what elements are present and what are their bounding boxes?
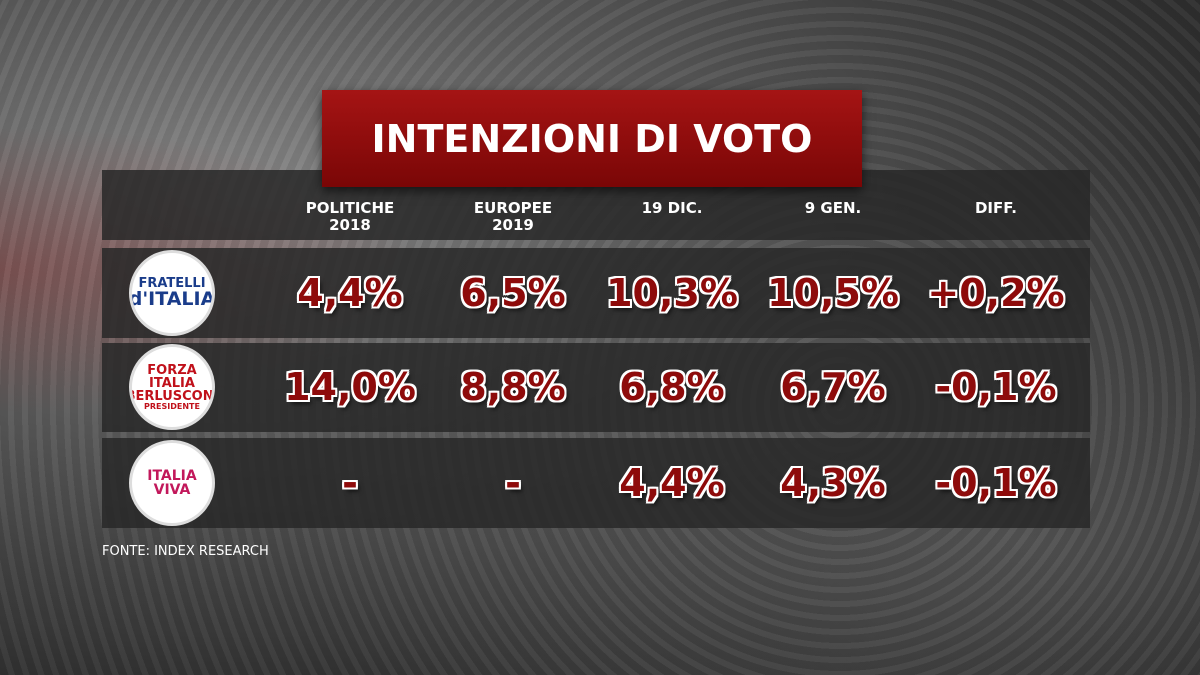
value-cell: -0,1% xyxy=(935,461,1057,505)
value-cell: 8,8% xyxy=(460,365,566,409)
source: FONTE: INDEX RESEARCH xyxy=(102,544,269,559)
party-logo: FORZA ITALIA BERLUSCONI PRESIDENTE xyxy=(129,344,215,430)
column-header: POLITICHE 2018 xyxy=(305,199,395,234)
value-cell: 4,4% xyxy=(619,461,725,505)
value-cell: - xyxy=(505,461,521,505)
value-cell: - xyxy=(342,461,358,505)
value-cell: 6,8% xyxy=(619,365,725,409)
logo-text: PRESIDENTE xyxy=(144,401,200,411)
value-cell: -0,1% xyxy=(935,365,1057,409)
row xyxy=(102,248,1090,338)
value-cell: 14,0% xyxy=(284,365,416,409)
logo-text: BERLUSCONI xyxy=(129,388,215,404)
column-header: 9 GEN. xyxy=(804,199,862,217)
title: INTENZIONI DI VOTO xyxy=(322,90,862,187)
logo-text: d'ITALIA xyxy=(129,288,215,310)
party-logo: FRATELLI d'ITALIA xyxy=(129,250,215,336)
logo-text: FORZA xyxy=(147,362,197,378)
value-cell: 6,7% xyxy=(780,365,886,409)
logo-text: ITALIA xyxy=(149,375,195,391)
row xyxy=(102,343,1090,432)
column-header: DIFF. xyxy=(974,199,1018,217)
column-header: EUROPEE 2019 xyxy=(473,199,553,234)
party-logo: ITALIA VIVA xyxy=(129,440,215,526)
logo-text: VIVA xyxy=(153,482,191,498)
value-cell: 6,5% xyxy=(460,271,566,315)
column-header: 19 DIC. xyxy=(641,199,703,217)
value-cell: +0,2% xyxy=(927,271,1065,315)
value-cell: 4,3% xyxy=(780,461,886,505)
value-cell: 4,4% xyxy=(297,271,403,315)
logo-text: ITALIA xyxy=(147,468,197,484)
value-cell: 10,5% xyxy=(767,271,899,315)
logo-text: FRATELLI xyxy=(138,276,206,291)
row xyxy=(102,438,1090,528)
value-cell: 10,3% xyxy=(606,271,738,315)
